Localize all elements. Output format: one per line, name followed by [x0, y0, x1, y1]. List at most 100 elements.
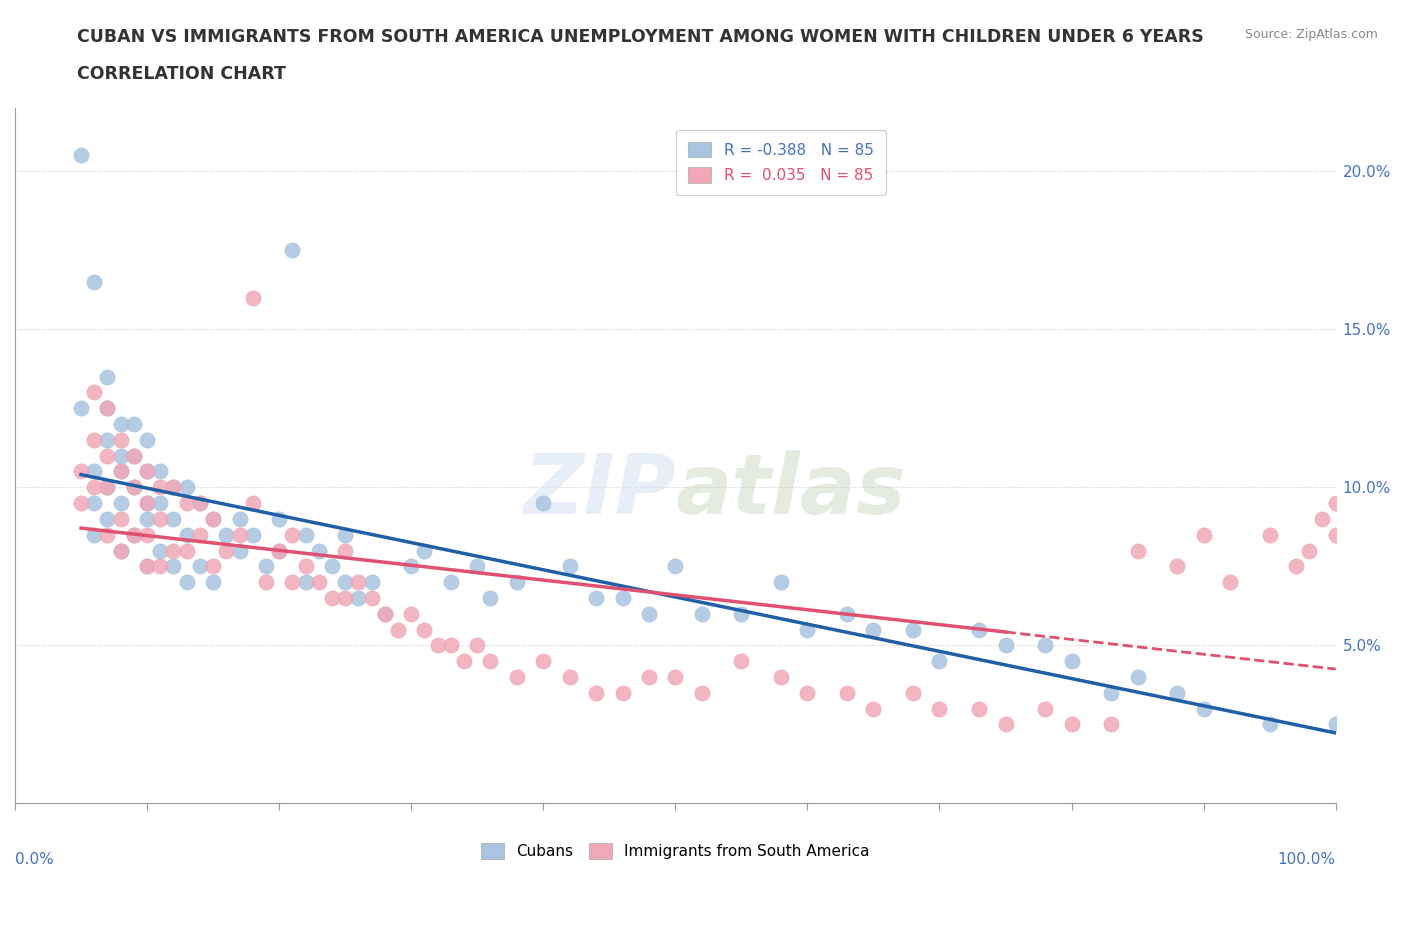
Point [374, 606, 396, 621]
Point [1219, 575, 1241, 590]
Point [70, 148, 93, 163]
Point [242, 527, 264, 542]
Point [122, 417, 145, 432]
Point [149, 512, 172, 526]
Point [294, 575, 316, 590]
Point [453, 654, 475, 669]
Point [585, 685, 607, 700]
Point [136, 496, 159, 511]
Point [360, 591, 382, 605]
Point [1258, 527, 1281, 542]
Point [333, 527, 356, 542]
Point [1285, 559, 1308, 574]
Point [136, 464, 159, 479]
Point [110, 464, 132, 479]
Point [176, 480, 198, 495]
Point [664, 559, 686, 574]
Point [136, 432, 159, 447]
Point [479, 591, 502, 605]
Point [96, 527, 118, 542]
Point [110, 432, 132, 447]
Point [1126, 543, 1149, 558]
Point [176, 543, 198, 558]
Point [1192, 527, 1215, 542]
Point [796, 622, 818, 637]
Point [796, 685, 818, 700]
Point [162, 480, 184, 495]
Point [399, 606, 422, 621]
Point [690, 685, 713, 700]
Point [479, 654, 502, 669]
Point [612, 591, 634, 605]
Point [122, 448, 145, 463]
Point [333, 575, 356, 590]
Point [281, 575, 304, 590]
Point [308, 575, 330, 590]
Point [1126, 670, 1149, 684]
Point [360, 575, 382, 590]
Point [531, 654, 554, 669]
Point [1033, 701, 1056, 716]
Point [176, 527, 198, 542]
Point [202, 512, 225, 526]
Point [254, 575, 277, 590]
Point [1060, 717, 1083, 732]
Point [96, 448, 118, 463]
Point [228, 512, 250, 526]
Point [188, 559, 211, 574]
Point [967, 701, 990, 716]
Point [506, 575, 529, 590]
Point [730, 606, 752, 621]
Point [176, 575, 198, 590]
Point [149, 480, 172, 495]
Legend: Cubans, Immigrants from South America: Cubans, Immigrants from South America [475, 837, 876, 865]
Point [413, 622, 436, 637]
Point [122, 480, 145, 495]
Point [1166, 559, 1188, 574]
Point [1298, 543, 1320, 558]
Point [162, 480, 184, 495]
Point [440, 638, 463, 653]
Point [83, 274, 105, 289]
Point [149, 543, 172, 558]
Point [136, 496, 159, 511]
Point [162, 559, 184, 574]
Point [531, 496, 554, 511]
Point [215, 527, 238, 542]
Point [862, 701, 884, 716]
Point [228, 527, 250, 542]
Point [690, 606, 713, 621]
Point [188, 496, 211, 511]
Point [136, 527, 159, 542]
Point [374, 606, 396, 621]
Point [96, 512, 118, 526]
Point [136, 512, 159, 526]
Point [835, 685, 858, 700]
Point [96, 401, 118, 416]
Point [83, 480, 105, 495]
Point [347, 591, 370, 605]
Point [96, 369, 118, 384]
Point [122, 527, 145, 542]
Text: 0.0%: 0.0% [15, 852, 53, 867]
Text: CUBAN VS IMMIGRANTS FROM SOUTH AMERICA UNEMPLOYMENT AMONG WOMEN WITH CHILDREN UN: CUBAN VS IMMIGRANTS FROM SOUTH AMERICA U… [77, 28, 1204, 46]
Point [399, 559, 422, 574]
Point [294, 527, 316, 542]
Point [413, 543, 436, 558]
Point [110, 417, 132, 432]
Point [269, 512, 291, 526]
Point [558, 559, 581, 574]
Point [122, 480, 145, 495]
Point [465, 559, 488, 574]
Point [70, 496, 93, 511]
Point [1324, 527, 1347, 542]
Point [1166, 685, 1188, 700]
Point [162, 543, 184, 558]
Point [440, 575, 463, 590]
Point [122, 527, 145, 542]
Point [242, 496, 264, 511]
Text: ZIP: ZIP [523, 450, 675, 531]
Point [664, 670, 686, 684]
Point [110, 464, 132, 479]
Text: atlas: atlas [675, 450, 905, 531]
